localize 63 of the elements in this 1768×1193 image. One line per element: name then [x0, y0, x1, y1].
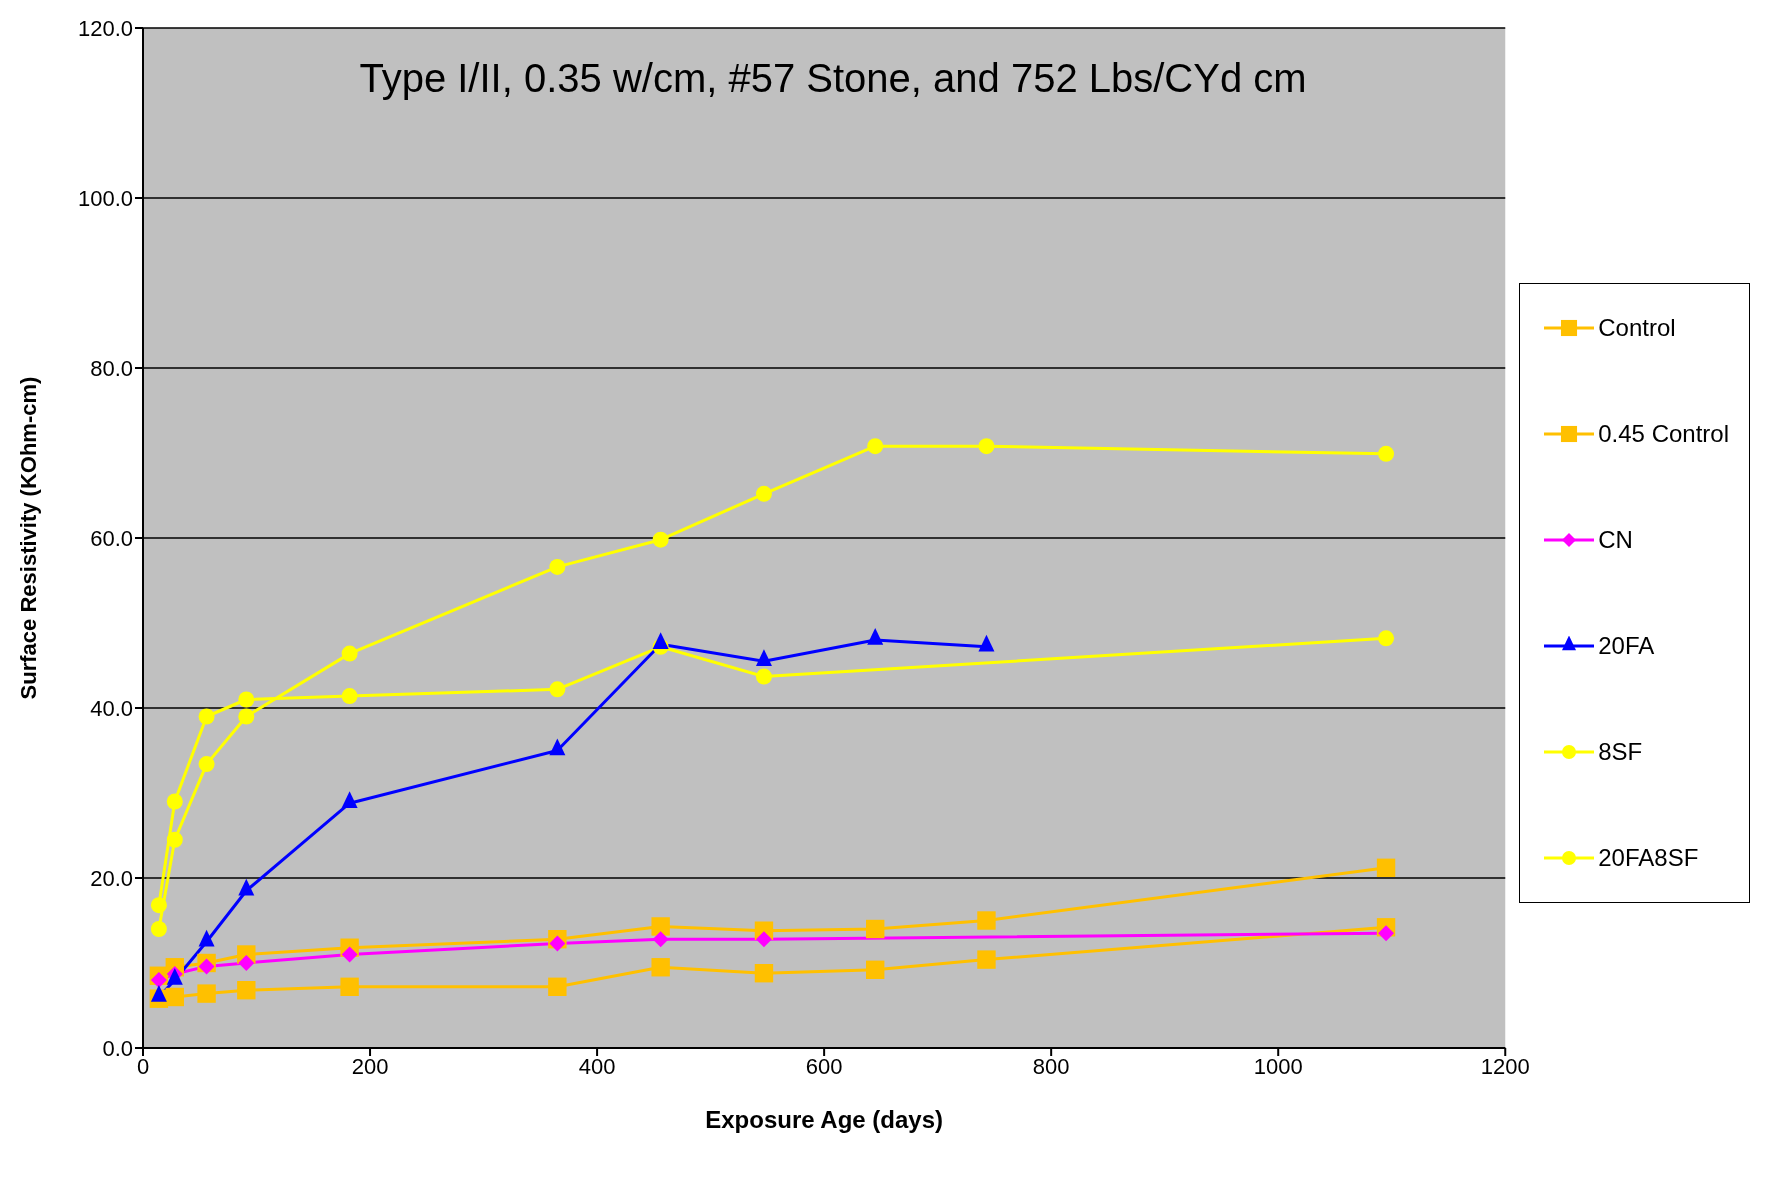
legend-label: 8SF [1598, 738, 1643, 766]
point [755, 931, 772, 948]
point [166, 831, 183, 848]
point [198, 958, 215, 975]
point [549, 558, 566, 575]
y-tick-label: 100.0 [77, 185, 133, 211]
point [238, 708, 255, 725]
point [166, 793, 183, 810]
point [238, 955, 255, 971]
x-tick-label: 0 [136, 1053, 150, 1079]
x-tick-label: 1200 [1480, 1053, 1530, 1079]
point [651, 917, 670, 936]
y-tick-label: 0.0 [102, 1035, 133, 1061]
point [866, 919, 885, 939]
point [237, 981, 256, 1000]
point [651, 958, 670, 977]
point [238, 691, 255, 708]
x-tick-label: 600 [805, 1053, 843, 1079]
point [867, 438, 884, 455]
point [549, 935, 566, 952]
x-tick-label: 400 [578, 1053, 616, 1079]
point [1378, 925, 1395, 942]
y-axis-title: Surface Resistivity (KOhm-cm) [15, 376, 41, 700]
point [341, 946, 358, 963]
point [150, 897, 167, 914]
legend-label: 20FA [1598, 632, 1655, 660]
point [150, 972, 167, 988]
y-tick-label: 120.0 [77, 15, 133, 41]
point [197, 984, 216, 1003]
legend-label: 20FA8SF [1598, 844, 1699, 872]
point [652, 531, 669, 548]
point [341, 645, 358, 662]
point [755, 668, 772, 685]
legend-label: 0.45 Control [1598, 420, 1729, 448]
x-axis-title: Exposure Age (days) [705, 1106, 944, 1133]
x-tick-label: 200 [351, 1053, 389, 1079]
point [549, 681, 566, 698]
y-tick-label: 40.0 [90, 695, 133, 721]
point [754, 964, 774, 983]
point [341, 688, 358, 705]
point [198, 756, 215, 773]
point [977, 911, 996, 930]
point [548, 977, 567, 996]
point [652, 931, 669, 948]
point [866, 960, 885, 979]
text: Type I/II, 0.35 w/cm, #57 Stone, and 752 Lbs/CYd cm [358, 56, 1308, 101]
x-tick-label: 800 [1032, 1053, 1070, 1079]
point [1378, 630, 1395, 647]
point [150, 921, 167, 937]
point [340, 977, 359, 996]
y-tick-label: 60.0 [90, 525, 133, 551]
legend-label: CN [1598, 526, 1633, 554]
point [755, 485, 772, 502]
point [1376, 858, 1396, 877]
point [1378, 445, 1395, 462]
point [978, 438, 995, 455]
point [977, 950, 996, 969]
y-tick-label: 20.0 [90, 865, 133, 891]
x-tick-label: 1000 [1253, 1053, 1303, 1079]
point [165, 987, 184, 1007]
legend-label: Control [1598, 314, 1676, 342]
point [198, 708, 215, 725]
y-tick-label: 80.0 [90, 355, 133, 381]
